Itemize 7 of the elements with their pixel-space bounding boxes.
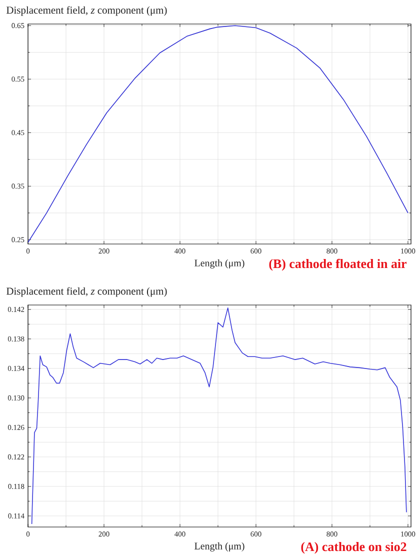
- chart-title: Displacement field, z component (μm): [6, 287, 167, 297]
- text: (A) cathode on sio2: [301, 542, 406, 554]
- line-series: [28, 25, 408, 243]
- x-axis-title: Length (μm): [194, 259, 244, 268]
- x-axis-title: Length (μm): [194, 542, 244, 552]
- chart-title: Displacement field, z component (μm): [6, 6, 167, 16]
- text: (B) cathode floated in air: [269, 258, 407, 271]
